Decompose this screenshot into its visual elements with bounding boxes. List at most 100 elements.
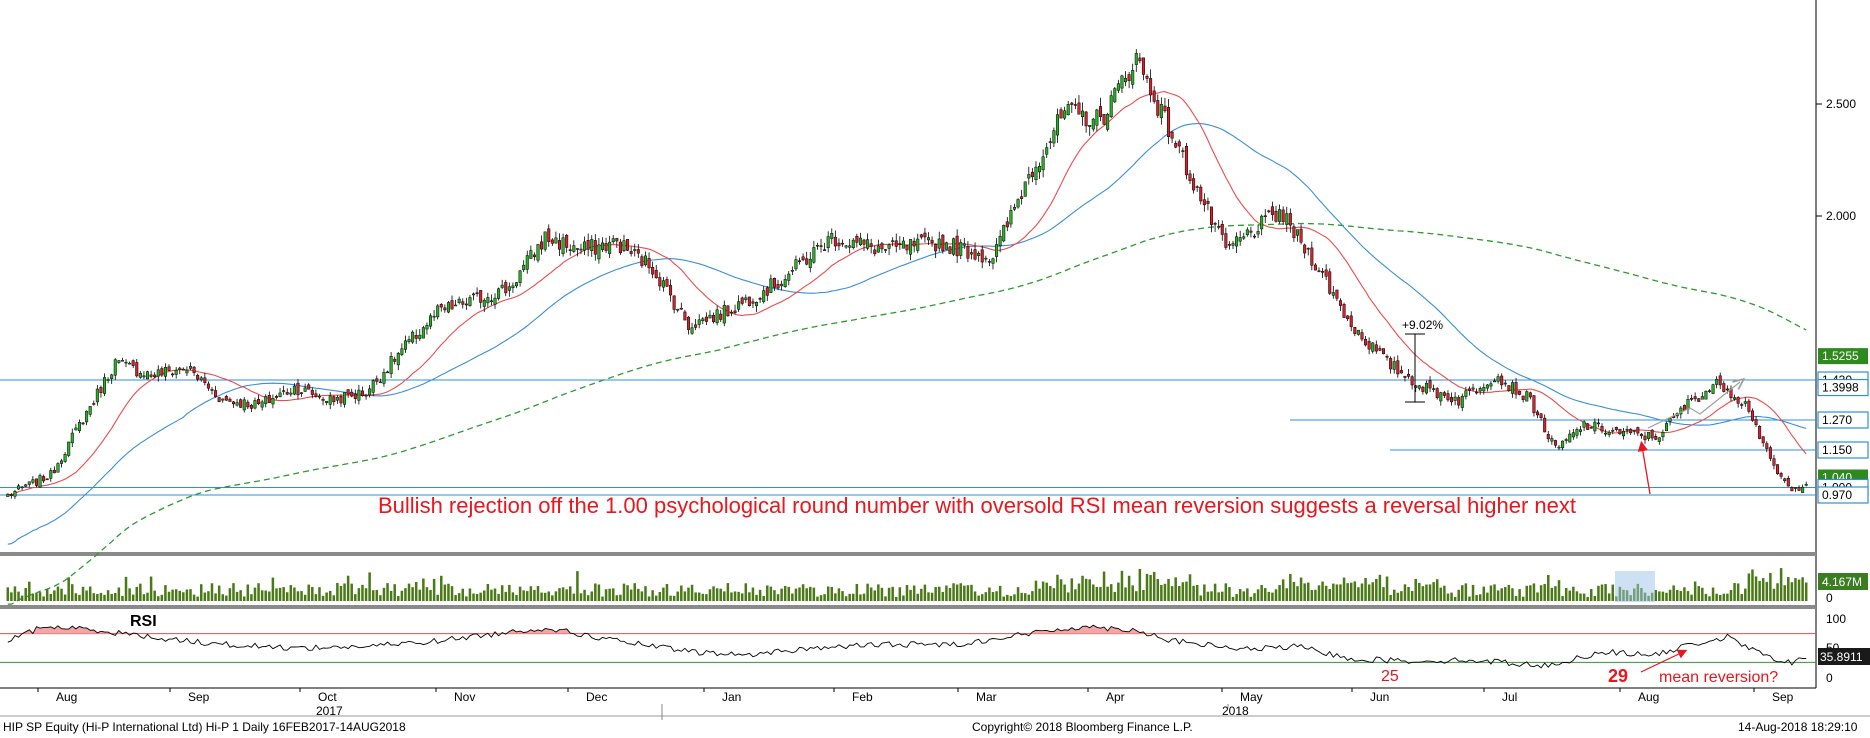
volume-bar [1367, 584, 1371, 601]
volume-bar [1260, 584, 1263, 601]
candle-body [1306, 247, 1310, 250]
candle-body [486, 297, 490, 304]
volume-bar [1013, 594, 1016, 601]
volume-bar [683, 591, 687, 601]
candle-body [622, 240, 626, 251]
volume-bar [81, 586, 85, 601]
volume-bar [303, 594, 307, 601]
candle-body [1192, 178, 1196, 191]
price-tag: 1.150 [1817, 441, 1869, 459]
candle-body [686, 316, 690, 330]
candle-body [1349, 315, 1353, 328]
volume-bar [547, 591, 551, 601]
volume-bar [640, 591, 644, 601]
volume-bar [1324, 585, 1328, 601]
volume-bar [235, 591, 239, 601]
volume-bar [1342, 577, 1346, 601]
candle-body [85, 410, 89, 423]
candle-body [167, 366, 171, 371]
volume-bar [1561, 596, 1564, 601]
month-label: Feb [852, 690, 873, 704]
volume-last-label: 4.167M [1822, 575, 1862, 589]
candle-body [1550, 438, 1554, 442]
volume-bar [1787, 577, 1790, 601]
volume-bar [1178, 586, 1181, 601]
volume-bar [1539, 585, 1543, 601]
volume-bar [597, 584, 601, 601]
candle-body [1109, 95, 1113, 117]
price-tag: 1.3998 [1817, 378, 1869, 397]
volume-bar [275, 588, 278, 601]
volume-bar [1697, 586, 1700, 601]
candle-body [274, 396, 278, 398]
volume-bar [533, 589, 536, 601]
volume-bars [6, 568, 1808, 601]
volume-bar [332, 595, 336, 601]
candle-body [364, 394, 368, 397]
time-axis: Aug Sep Oct Nov Dec Jan Feb Mar Apr May Jun Jul Aug S… [37, 688, 1794, 704]
volume-bar [142, 594, 146, 601]
volume-bar [755, 594, 758, 601]
candle-body [930, 239, 934, 243]
candle-body [1682, 404, 1686, 411]
volume-bar [382, 587, 386, 601]
candle-body [1507, 385, 1511, 391]
volume-bar [526, 591, 529, 601]
candle-body [969, 252, 973, 255]
volume-bar [680, 585, 683, 601]
volume-bar [934, 587, 937, 601]
volume-bar [285, 592, 289, 601]
volume-bar [1675, 589, 1679, 601]
candle-body [1149, 78, 1153, 96]
candle-body [1116, 83, 1120, 91]
volume-bar [1213, 583, 1217, 601]
candle-body [923, 232, 927, 238]
candle-body [1084, 111, 1088, 127]
candle-body [472, 293, 476, 296]
candle-body [149, 374, 153, 377]
volume-bar [1790, 582, 1794, 601]
candle-body [1496, 376, 1500, 382]
candle-body [1106, 114, 1110, 130]
candle-body [1027, 174, 1031, 179]
candle-body [24, 484, 28, 487]
candle-body [1249, 230, 1253, 233]
candle-body [60, 460, 64, 464]
candle-body [557, 240, 562, 250]
volume-bar [644, 586, 647, 601]
volume-bar [1246, 588, 1249, 601]
candle-body [1288, 213, 1292, 226]
candle-body [1647, 431, 1651, 439]
price-tag-bg [1818, 348, 1868, 365]
month-label: Jul [1502, 690, 1517, 704]
candle-body [375, 378, 379, 382]
candle-body [726, 305, 730, 317]
candle-body [1575, 429, 1579, 436]
candle-body [317, 395, 321, 398]
volume-bar [53, 590, 56, 601]
volume-bar [246, 584, 250, 601]
candle-body [1217, 226, 1221, 228]
volume-bar [88, 586, 92, 601]
candle-body [966, 246, 970, 259]
volume-bar [909, 589, 912, 601]
month-label: Nov [454, 690, 475, 704]
volume-bar [1679, 590, 1683, 601]
candle-body [1611, 430, 1615, 432]
volume-bar [210, 583, 214, 601]
volume-bar [758, 589, 762, 601]
candle-body [1421, 386, 1425, 392]
volume-bar [1500, 588, 1503, 601]
ticker-line: HIP SP Equity (Hi-P International Ltd) H… [3, 720, 406, 734]
volume-bar [38, 592, 42, 601]
candle-body [199, 377, 203, 381]
volume-bar [443, 584, 447, 601]
price-tag-label: 1.3998 [1822, 381, 1859, 395]
candle-body [1102, 114, 1106, 125]
candle-body [712, 315, 716, 323]
volume-bar [1217, 592, 1220, 601]
volume-bar [1804, 582, 1808, 601]
volume-bar [543, 592, 547, 601]
candle-body [862, 239, 866, 245]
volume-bar [1332, 583, 1335, 601]
